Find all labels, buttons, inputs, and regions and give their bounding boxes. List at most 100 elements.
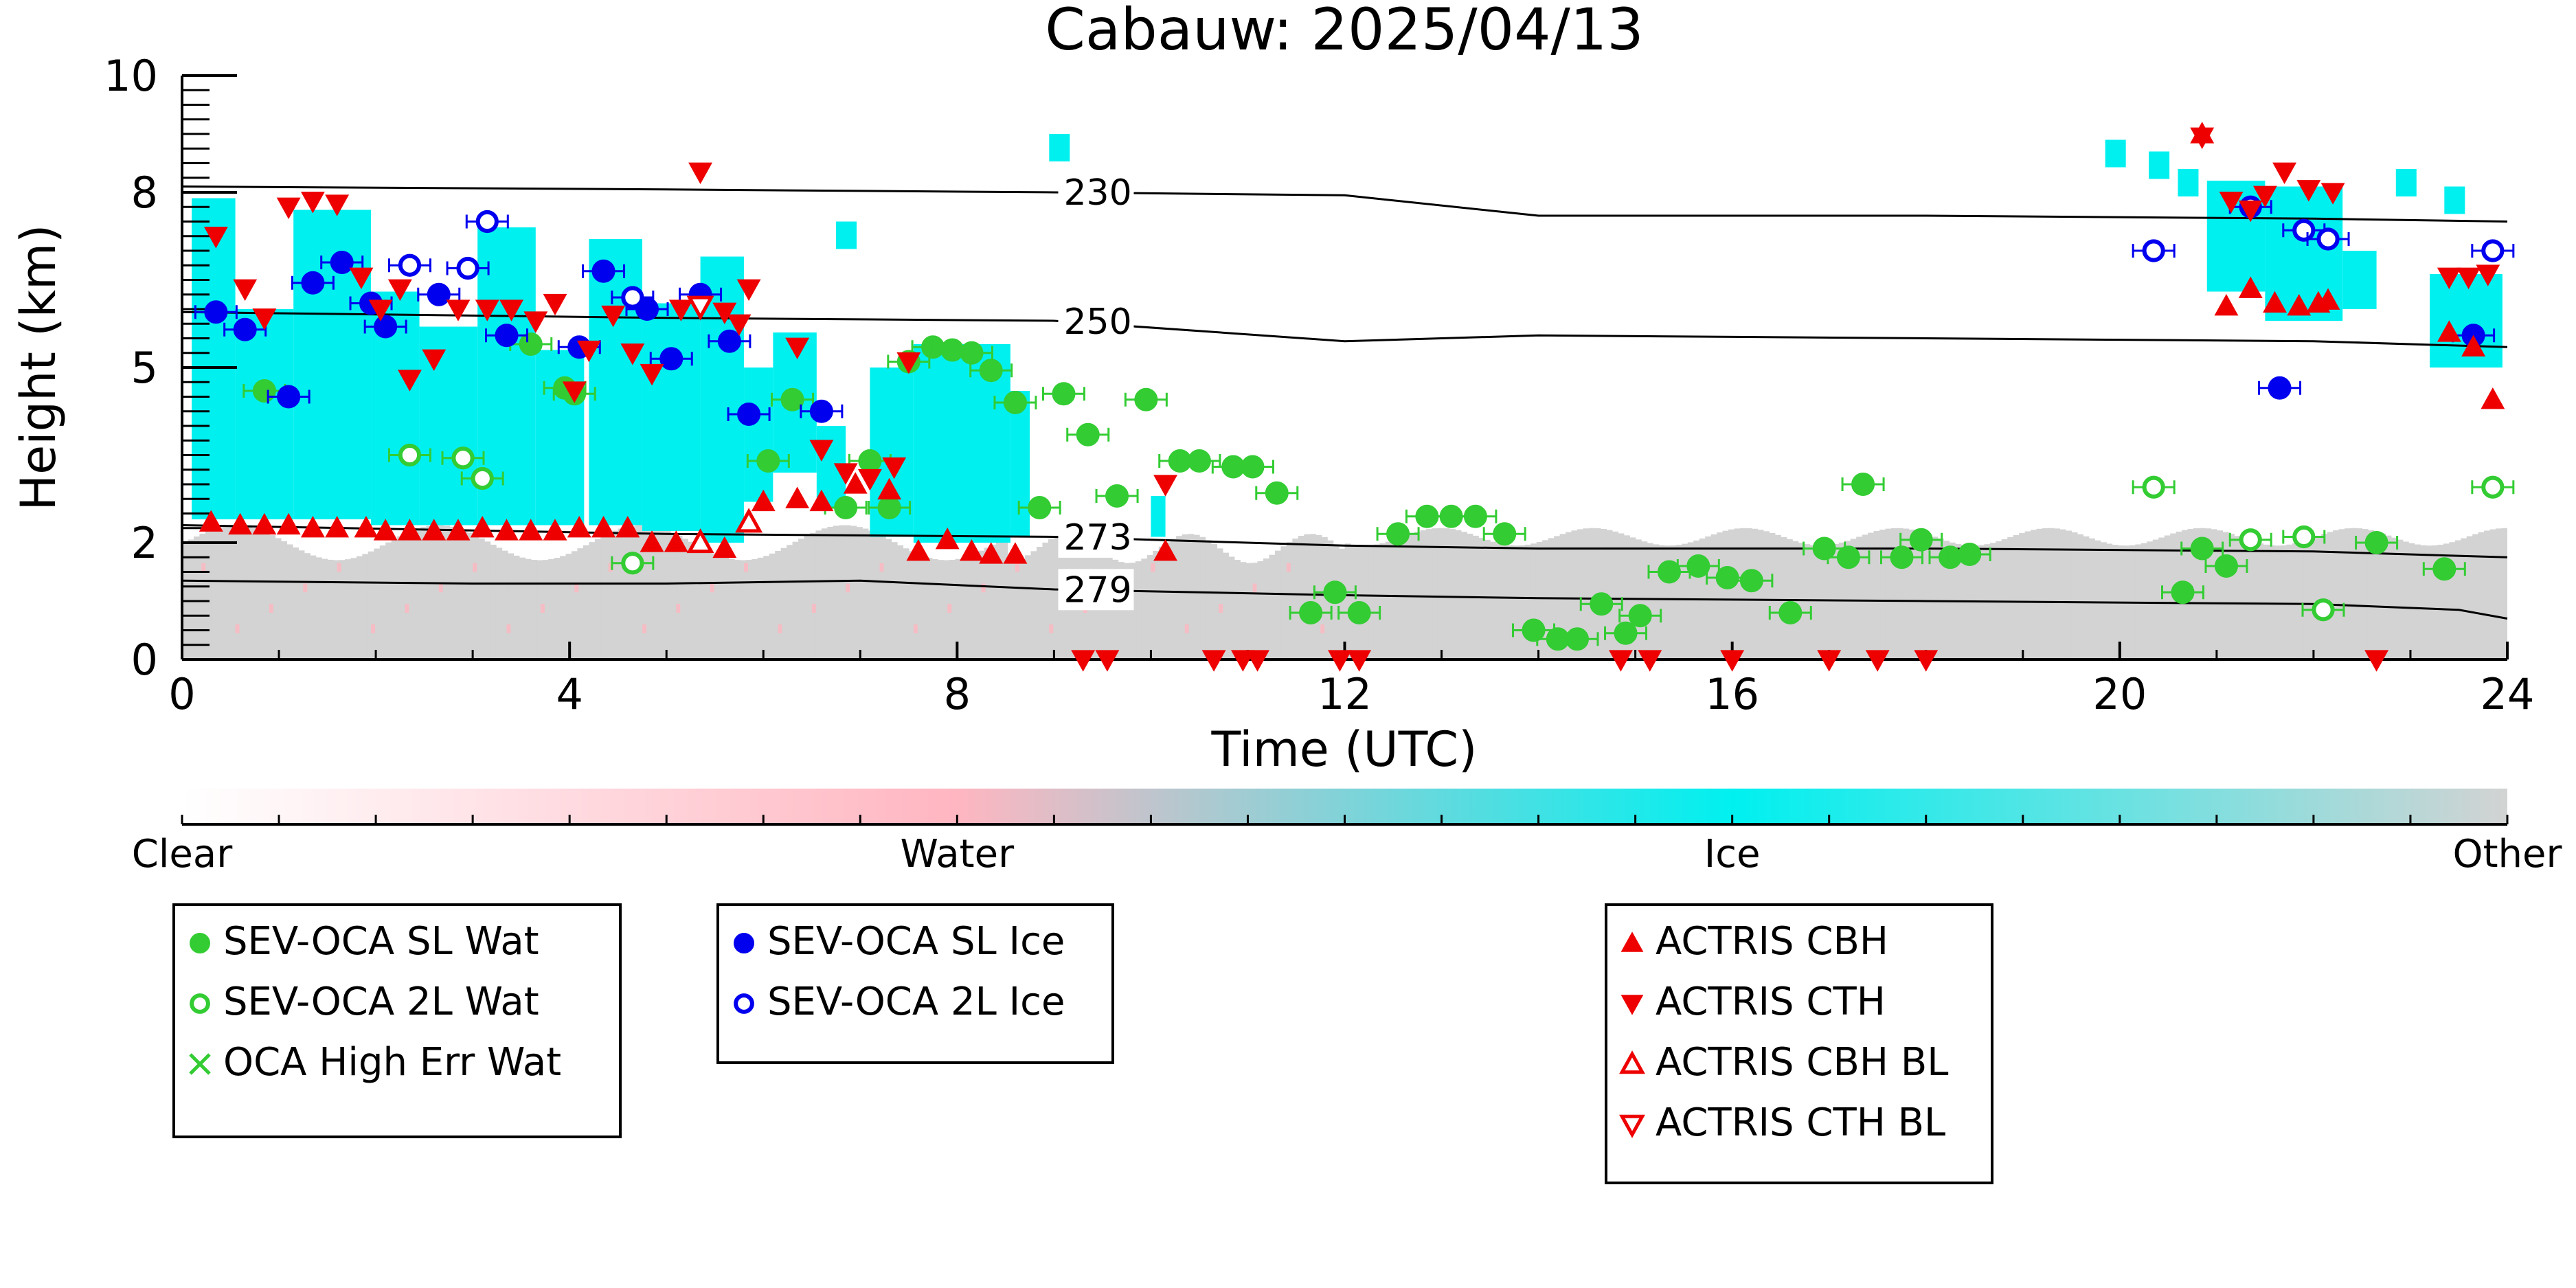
actris-cth-bl-marker <box>686 295 714 321</box>
ice-wisp <box>2149 151 2170 179</box>
water-speckle <box>744 563 749 572</box>
grey-field-column <box>2269 545 2276 659</box>
water-speckle <box>1184 624 1189 633</box>
grey-field-column <box>1612 531 1618 659</box>
isotherm-label-250: 250 <box>1063 302 1131 343</box>
actris-cbh-marker <box>325 515 350 538</box>
grey-field-column <box>1868 532 1875 659</box>
ice-cloud-block <box>235 309 294 519</box>
ice-cloud-block <box>744 368 773 502</box>
actris-cbh-marker <box>615 515 640 538</box>
grey-field-column <box>1240 562 1247 659</box>
sev-oca-sl-wat-marker <box>1958 543 1982 566</box>
grey-field-column <box>2478 532 2485 659</box>
water-speckle <box>540 604 545 613</box>
water-speckle <box>642 624 646 633</box>
actris-cth-marker <box>1914 650 1939 672</box>
grey-field-column <box>2001 539 2008 659</box>
colorbar-label: Clear <box>132 832 233 877</box>
actris-cbh-marker <box>397 519 422 541</box>
grey-field-column <box>752 558 758 659</box>
actris-cbh-marker <box>2214 293 2239 316</box>
grey-field-column <box>1420 530 1427 659</box>
grey-field-column <box>1966 545 1974 659</box>
grey-field-column <box>286 544 293 659</box>
actris-cth-marker <box>1609 650 1633 672</box>
grey-field-column <box>787 545 793 659</box>
sev-oca-sl-wat-marker <box>1105 484 1129 508</box>
grey-field-column <box>403 533 409 659</box>
grey-field-column <box>275 538 282 659</box>
grey-field-column <box>548 559 555 659</box>
water-speckle <box>1015 563 1019 572</box>
sev-oca-sl-wat-marker <box>1076 422 1100 447</box>
grey-field-column <box>1513 545 1520 659</box>
grey-field-column <box>2496 528 2502 659</box>
legend-label-sev-oca-sl-ice: SEV-OCA SL Ice <box>767 919 1065 964</box>
grey-field-column <box>1490 541 1497 659</box>
grey-field-column <box>856 527 863 659</box>
actris-cth-marker <box>252 308 277 330</box>
sev-oca-sl-wat-marker <box>252 379 276 403</box>
grey-field-column <box>734 560 741 659</box>
sev-oca-sl-ice-marker <box>737 403 761 426</box>
grey-field-column <box>2426 545 2432 659</box>
ice-cloud-block <box>1010 391 1030 537</box>
grey-field-column <box>1286 542 1293 659</box>
grey-field-column <box>1996 541 2002 659</box>
grey-field-column <box>1524 544 1532 659</box>
grey-field-column <box>321 558 328 659</box>
water-speckle <box>473 563 477 572</box>
actris-cbh-marker <box>228 512 253 535</box>
grey-field-column <box>1850 539 1857 659</box>
grey-field-column <box>560 556 567 659</box>
sev-oca-sl-wat-marker <box>1657 560 1681 584</box>
grey-field-column <box>960 557 968 659</box>
chart-title: Cabauw: 2025/04/13 <box>1045 0 1643 63</box>
grey-field-column <box>228 525 235 659</box>
data-markers <box>194 122 2515 672</box>
sev-oca-sl-wat-marker <box>1052 382 1076 406</box>
grey-field-column <box>2274 545 2281 659</box>
sev-oca-sl-wat-marker <box>1493 522 1517 546</box>
grey-field-column <box>931 559 938 659</box>
grey-field-column <box>542 560 549 659</box>
grey-field-column <box>461 530 468 659</box>
grey-field-column <box>188 539 194 659</box>
water-speckle <box>1286 563 1291 572</box>
actris-cbh-marker <box>199 510 223 532</box>
grey-field-column <box>1269 554 1276 659</box>
y-tick-label: 8 <box>131 168 158 218</box>
grey-field-column <box>1141 558 1148 659</box>
sev-oca-2l-ice-marker <box>2481 239 2505 262</box>
actris-cbh-marker <box>354 515 379 538</box>
actris-cth-marker <box>576 340 601 363</box>
grey-field-column <box>2385 535 2392 659</box>
grey-field-column <box>763 556 770 659</box>
sev-oca-sl-wat-marker <box>1890 545 1914 569</box>
grey-field-column <box>1135 561 1142 659</box>
grey-field-column <box>676 535 683 659</box>
grey-field-column <box>723 557 730 659</box>
grey-field-column <box>815 530 822 659</box>
grey-field-column <box>1675 545 1683 659</box>
grey-field-column <box>1129 563 1136 659</box>
grey-field-column <box>1350 544 1357 659</box>
legend-marker-oca-high-err-wat <box>189 1053 211 1075</box>
grey-field-column <box>926 558 933 659</box>
water-speckle <box>981 583 986 593</box>
grey-field-column <box>967 555 973 659</box>
grey-field-column <box>1710 534 1717 659</box>
actris-cbh-marker <box>2481 387 2505 409</box>
grey-field-column <box>1972 545 1979 659</box>
grey-field-column <box>2263 544 2270 659</box>
grey-field-column <box>1443 528 1450 659</box>
actris-cbh-marker <box>567 515 591 538</box>
grey-field-column <box>2437 545 2444 659</box>
actris-cbh-marker <box>1003 542 1028 564</box>
water-speckle <box>269 604 273 613</box>
grey-field-column <box>757 557 764 659</box>
grey-field-column <box>612 530 619 659</box>
actris-cth-marker <box>727 314 752 337</box>
grey-field-column <box>310 555 317 659</box>
